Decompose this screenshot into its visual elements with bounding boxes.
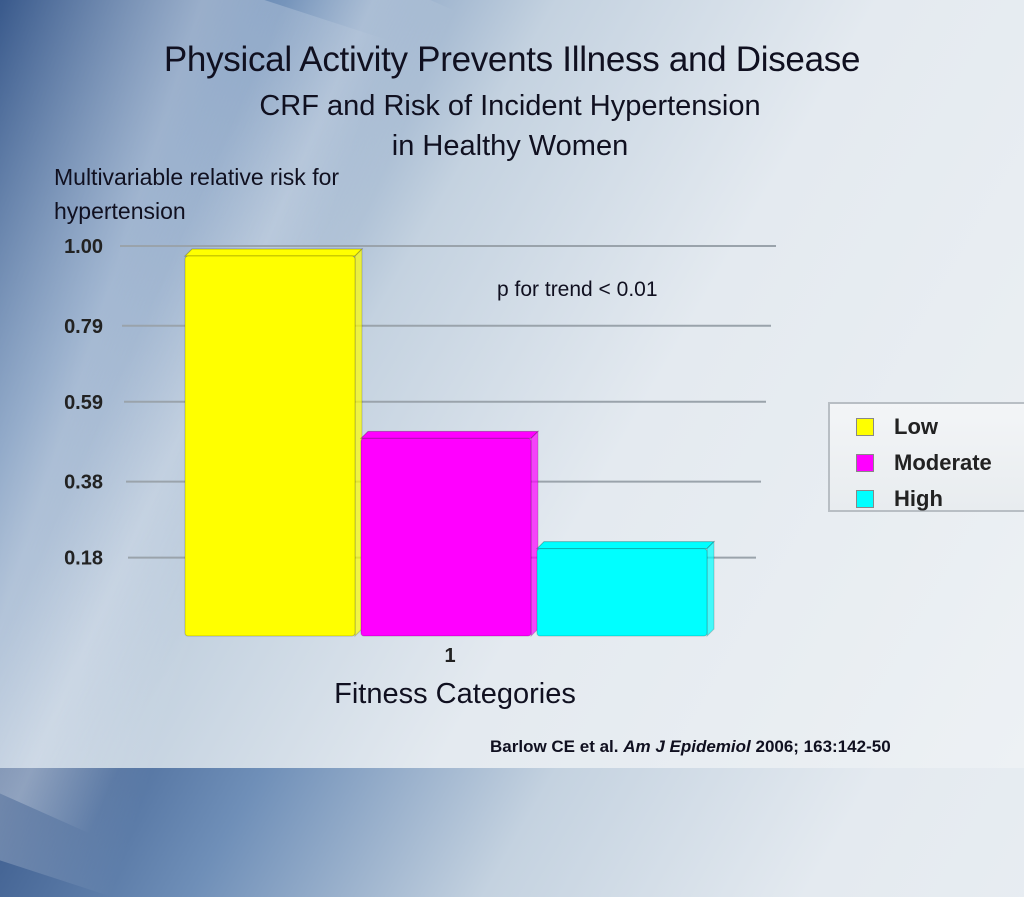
legend-label-high: High: [894, 486, 943, 511]
chart-legend: Low Moderate High: [828, 402, 1024, 512]
bar-top-moderate: [359, 430, 540, 439]
bar-side-high: [706, 540, 715, 638]
bar-top-high: [535, 541, 716, 550]
bar-top-low: [183, 248, 364, 257]
legend-label-low: Low: [894, 414, 938, 439]
x-tick-label: 1: [444, 645, 455, 667]
y-tick-label: 0.59: [64, 392, 103, 414]
citation-authors: Barlow CE et al.: [490, 737, 619, 756]
legend-swatch-high: [856, 490, 874, 508]
trend-annotation: p for trend < 0.01: [497, 278, 658, 301]
citation: Barlow CE et al. Am J Epidemiol 2006; 16…: [490, 737, 891, 757]
slide-title: Physical Activity Prevents Illness and D…: [163, 40, 861, 79]
y-axis-label: Multivariable relative risk for hyperten…: [54, 164, 340, 224]
y-tick-label: 1.00: [64, 236, 103, 258]
citation-journal: Am J Epidemiol: [623, 737, 751, 756]
y-tick-label: 0.38: [64, 472, 103, 494]
bar-low: [184, 255, 356, 637]
bar-moderate: [360, 437, 532, 637]
citation-details: 2006; 163:142-50: [755, 737, 891, 756]
legend-item-low: Low: [856, 412, 938, 442]
legend-label-moderate: Moderate: [894, 450, 992, 475]
legend-swatch-low: [856, 418, 874, 436]
y-tick-label: 0.18: [64, 548, 103, 570]
legend-item-moderate: Moderate: [856, 448, 992, 478]
legend-item-high: High: [856, 484, 943, 514]
x-axis-title: Fitness Categories: [334, 678, 576, 710]
slide-subtitle: CRF and Risk of Incident Hypertension in…: [259, 90, 761, 162]
legend-swatch-moderate: [856, 454, 874, 472]
bar-chart: 1.00 0.79 0.59 0.38 0.18 1: [64, 236, 776, 667]
bar-high: [536, 548, 708, 637]
y-tick-label: 0.79: [64, 316, 103, 338]
